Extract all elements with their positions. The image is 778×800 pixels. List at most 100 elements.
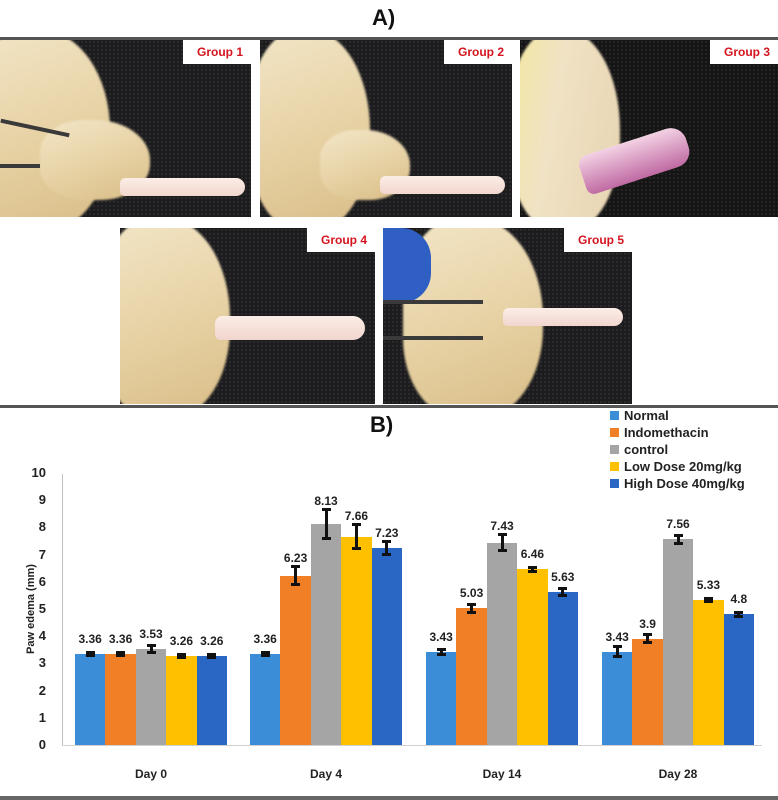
error-bar [207,653,217,660]
y-tick-label: 3 [38,655,46,671]
error-bar [497,533,507,553]
x-tick-label: Day 0 [134,767,168,781]
bar [517,569,548,745]
value-label: 3.36 [253,631,277,646]
error-bar [321,507,331,541]
x-tick-label: Day 14 [482,767,522,781]
bar [280,575,311,745]
bar [341,536,372,745]
y-tick-label: 2 [38,682,46,698]
error-bar [612,644,622,659]
photo-group-5: Group 5 [383,228,632,404]
value-label: 7.56 [666,517,690,532]
value-label: 4.8 [730,592,748,607]
x-tick-label: Day 28 [658,767,698,781]
photo-group-4: Group 4 [120,228,375,404]
value-label: 3.26 [200,634,224,649]
panel-b-label: B) [370,412,394,437]
bar [547,591,578,745]
error-bar [527,566,537,573]
panel-a-label: A) [372,5,396,30]
value-label: 3.9 [639,616,656,631]
error-bar [176,653,186,660]
divider-top [0,37,778,40]
bar [486,542,518,745]
photo-group-1: Group 1 [0,40,251,217]
value-label: 3.53 [139,626,163,641]
bar [632,638,663,745]
y-tick-label: 8 [38,519,46,535]
bar [371,548,402,745]
legend-item-high-dose: High Dose 40mg/kg [610,475,745,492]
y-tick-label: 7 [38,546,46,562]
group-1-label: Group 1 [182,40,251,64]
group-3-label: Group 3 [709,40,778,64]
bar [75,653,106,745]
error-bar [351,523,361,551]
value-label: 5.03 [459,586,484,601]
error-bar [703,596,713,604]
legend-item-normal: Normal [610,407,745,424]
divider-bottom [0,796,778,800]
group-5-label: Group 5 [563,228,632,252]
divider-middle [0,405,778,408]
bar [310,523,342,745]
y-tick-label: 5 [38,601,46,616]
error-bar [734,611,744,618]
value-label: 5.33 [696,578,721,593]
bar [135,648,167,745]
y-tick-label: 10 [31,465,46,480]
group-2-label: Group 2 [443,40,512,64]
photo-group-3: Group 3 [520,40,778,217]
bar [105,653,136,745]
value-label: 6.23 [283,550,308,565]
y-tick-label: 1 [38,709,46,725]
bar [723,614,754,745]
legend-item-indomethacin: Indomethacin [610,424,745,441]
error-bar [291,564,301,587]
value-label: 8.13 [314,493,338,508]
error-bar [146,643,156,655]
group-4-label: Group 4 [306,228,375,252]
photo-group-2: Group 2 [260,40,512,217]
value-label: 3.26 [169,634,194,649]
value-label: 3.43 [429,629,453,644]
y-tick-label: 9 [38,492,46,508]
value-label: 6.46 [520,547,545,562]
bar [166,656,197,745]
bar [693,600,724,745]
legend-swatch [610,479,619,488]
error-bar [260,650,270,657]
legend-swatch [610,411,619,420]
bar [426,651,457,745]
y-tick-label: 4 [38,628,46,644]
legend-item-control: control [610,441,745,458]
bar [662,539,694,745]
legend-swatch [610,462,619,471]
value-label: 7.43 [490,519,514,534]
x-tick-label: Day 4 [309,767,343,781]
value-label: 7.66 [344,509,369,524]
bar [196,656,227,745]
value-label: 3.43 [605,629,629,644]
x-axis [62,745,762,746]
value-label: 3.36 [108,631,133,646]
legend-item-low-dose: Low Dose 20mg/kg [610,458,745,475]
value-label: 3.36 [78,631,102,646]
error-bar [467,602,477,614]
error-bar [673,533,683,545]
error-bar [436,647,446,656]
value-label: 7.23 [375,526,399,541]
value-label: 5.63 [551,569,575,584]
bar [250,653,281,745]
y-tick-label: 6 [38,573,46,589]
error-bar [382,540,392,557]
bar [602,651,633,745]
bar [456,608,487,745]
chart-legend: Normal Indomethacin control Low Dose 20m… [610,407,745,492]
error-bar [558,586,568,597]
error-bar [85,650,95,657]
legend-swatch [610,428,619,437]
y-tick-label: 0 [38,737,46,752]
legend-swatch [610,445,619,454]
